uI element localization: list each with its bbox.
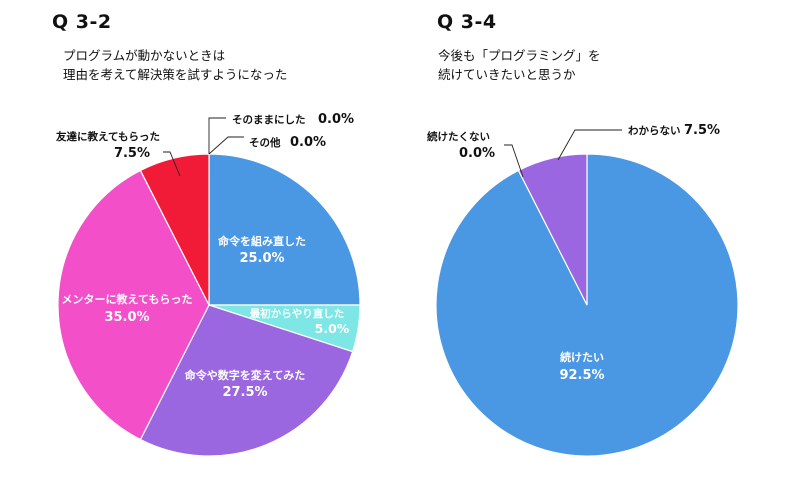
- pie-slice: [517, 153, 588, 306]
- slice-label: 命令や数字を変えてみた: [184, 368, 305, 382]
- slice-value: 25.0%: [239, 251, 284, 266]
- pie-slice: [57, 169, 210, 441]
- leader-line: [163, 151, 181, 177]
- pie-chart-q3-4: 続けたい 92.5% わからない 7.5% 続けたくない 0.0%: [427, 123, 739, 457]
- question-title: 今後も「プログラミング」を 続けていきたいと思うか: [438, 46, 601, 84]
- chart-panel-q3-2: Q 3-2 プログラムが動かないときは 理由を考えて解決策を試すようになった 命…: [0, 0, 392, 488]
- slice-label: 命令を組み直した: [217, 234, 306, 248]
- slice-value: 0.0%: [459, 146, 495, 161]
- question-number: Q 3-2: [52, 11, 112, 33]
- question-title-line-1: プログラムが動かないときは: [63, 48, 226, 63]
- leader-line: [504, 144, 524, 178]
- slice-value: 0.0%: [318, 112, 354, 127]
- slice-value: 27.5%: [222, 385, 267, 400]
- leader-line: [208, 136, 244, 155]
- slice-label: 続けたい: [560, 350, 604, 364]
- question-title-line-2: 理由を考えて解決策を試すようになった: [63, 67, 288, 82]
- question-title-line-2: 続けていきたいと思うか: [438, 67, 576, 82]
- slice-label: 続けたくない: [427, 130, 490, 143]
- pie-slice: [139, 153, 210, 306]
- question-title-line-1: 今後も「プログラミング」を: [438, 48, 601, 63]
- slice-label: メンターに教えてもらった: [62, 292, 193, 306]
- chart-panel-q3-4: Q 3-4 今後も「プログラミング」を 続けていきたいと思うか 続けたい 92.5…: [392, 0, 785, 488]
- slice-value: 35.0%: [104, 310, 149, 325]
- slice-label: わからない: [628, 125, 681, 137]
- pie-slice: [208, 153, 361, 306]
- slice-label: その他: [249, 136, 281, 149]
- slice-value: 7.5%: [684, 123, 720, 138]
- slice-label: 最初からやり直した: [250, 307, 345, 320]
- slice-value: 92.5%: [559, 368, 604, 383]
- leader-line: [208, 117, 226, 154]
- pie-slice: [139, 304, 354, 457]
- leader-line: [557, 129, 622, 161]
- question-number: Q 3-4: [437, 11, 497, 33]
- slice-value: 7.5%: [114, 146, 150, 161]
- slice-label: 友達に教えてもらった: [55, 130, 160, 143]
- slice-label: そのままにした: [232, 114, 306, 126]
- slice-value: 5.0%: [315, 321, 350, 336]
- slice-value: 0.0%: [290, 135, 326, 150]
- question-title: プログラムが動かないときは 理由を考えて解決策を試すようになった: [63, 46, 287, 84]
